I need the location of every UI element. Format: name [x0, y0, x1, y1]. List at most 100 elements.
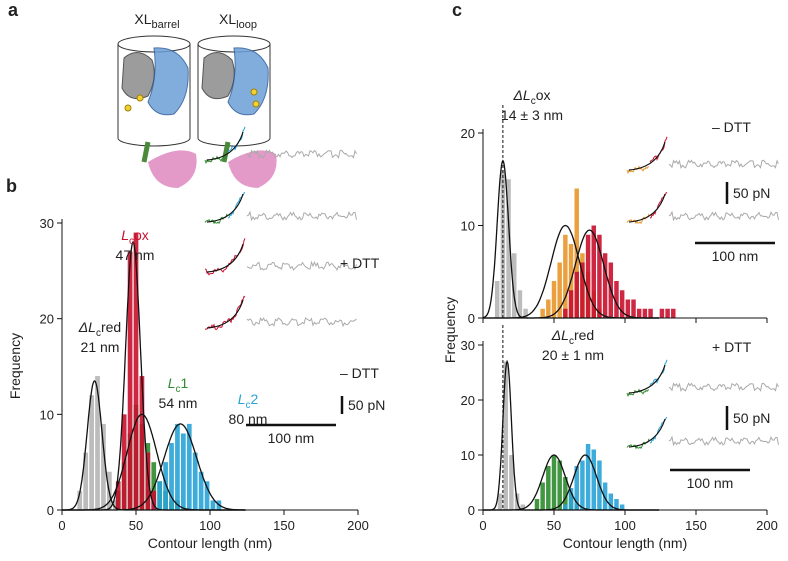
- force-trace-fit: [206, 131, 244, 161]
- histogram-bar: [175, 423, 180, 510]
- force-trace-flat: [246, 210, 357, 222]
- histogram-bar: [181, 433, 186, 510]
- force-trace-fit: [206, 299, 244, 329]
- x-tick-label: 0: [58, 518, 65, 533]
- panel-label: c: [452, 0, 462, 20]
- histogram-bar: [614, 499, 619, 510]
- y-axis-label: Frequency: [7, 333, 23, 399]
- histogram-bar: [509, 455, 514, 510]
- y-tick-label: 20: [461, 126, 475, 141]
- histogram-bar: [614, 281, 619, 318]
- histogram-bar: [503, 361, 508, 510]
- y-tick-label: 10: [40, 407, 54, 422]
- x-tick-label: 200: [347, 518, 369, 533]
- histogram-bar: [574, 466, 579, 510]
- histogram-bar: [127, 251, 133, 510]
- y-tick-label: 0: [468, 503, 475, 518]
- histogram-bar: [568, 290, 574, 318]
- histogram-bar: [512, 253, 517, 318]
- scale-label: 100 nm: [268, 430, 315, 446]
- histogram-bar: [198, 471, 204, 510]
- y-tick-label: 10: [461, 448, 475, 463]
- histogram-bar: [139, 376, 145, 510]
- force-trace-fit: [628, 418, 666, 448]
- histogram-bar: [602, 482, 608, 510]
- annotation-value: 80 nm: [229, 411, 268, 427]
- histogram-bar: [500, 170, 506, 318]
- histogram-bar: [563, 234, 568, 318]
- histogram-bar: [551, 281, 557, 318]
- histogram-bar: [557, 460, 562, 510]
- histogram-bar: [563, 477, 568, 510]
- annotation-value: 47 nm: [116, 247, 155, 263]
- histogram-bar: [591, 449, 596, 510]
- histogram-bar: [551, 455, 557, 510]
- diagram-label: XLloop: [219, 11, 257, 31]
- annotation: ΔLcred: [78, 319, 121, 339]
- histogram-bar: [608, 493, 614, 510]
- histogram-bar: [192, 452, 198, 510]
- scale-label: 100 nm: [687, 475, 734, 491]
- force-trace: [227, 126, 246, 153]
- histogram-bar: [169, 443, 174, 510]
- histogram-bar: [665, 308, 670, 318]
- histogram-bar: [523, 308, 528, 318]
- annotation: ΔLcox: [513, 87, 551, 107]
- y-tick-label: 20: [461, 393, 475, 408]
- histogram-bar: [563, 308, 568, 318]
- annotation: Lcox: [121, 227, 149, 247]
- annotation-rest: 1: [181, 375, 189, 391]
- y-axis-label: Frequency: [442, 297, 458, 363]
- histogram-bar: [157, 481, 163, 510]
- histogram-bar: [494, 281, 500, 318]
- histogram-bar: [602, 253, 608, 318]
- histogram-bar: [636, 308, 642, 318]
- histogram-bar: [540, 308, 545, 318]
- scale-label: 50 pN: [348, 397, 385, 413]
- annotation-main: L: [238, 391, 246, 407]
- x-tick-label: 150: [685, 518, 707, 533]
- histogram-bar: [580, 262, 585, 318]
- force-trace-fit: [206, 193, 244, 223]
- annotation-main: ΔL: [551, 327, 569, 343]
- annotation-main: L: [121, 227, 129, 243]
- x-tick-label: 150: [273, 518, 295, 533]
- x-axis-label: Contour length (nm): [563, 535, 688, 551]
- annotation-sub: c: [531, 96, 536, 107]
- annotation-value: 14 ± 3 nm: [501, 107, 563, 123]
- annotation-sub: c: [569, 336, 574, 347]
- x-tick-label: 50: [547, 518, 561, 533]
- force-trace: [649, 359, 668, 386]
- histogram-bar: [619, 504, 625, 510]
- x-tick-label: 100: [199, 518, 221, 533]
- histogram-bar: [585, 234, 591, 318]
- annotation-rest: ox: [536, 87, 551, 103]
- scale-label: 50 pN: [733, 410, 770, 426]
- x-tick-label: 100: [614, 518, 636, 533]
- y-tick-label: 10: [461, 219, 475, 234]
- histogram-bar: [151, 490, 157, 510]
- force-trace-flat: [246, 260, 357, 271]
- label-main: XL: [134, 11, 151, 27]
- histogram-bar: [517, 290, 523, 318]
- histogram-bar: [574, 271, 579, 318]
- histogram-bar: [659, 308, 665, 318]
- annotation-sub: c: [96, 328, 101, 339]
- y-tick-label: 30: [461, 338, 475, 353]
- histogram-bar: [597, 234, 602, 318]
- histogram-bar: [671, 308, 676, 318]
- histogram-bar: [497, 493, 503, 510]
- inset-label: – DTT: [712, 119, 751, 135]
- x-tick-label: 0: [479, 518, 486, 533]
- annotation-rest: red: [574, 327, 594, 343]
- force-trace: [204, 238, 246, 276]
- histogram-bar: [204, 481, 210, 510]
- annotation: ΔLcred: [551, 327, 594, 347]
- force-trace-flat: [246, 149, 357, 159]
- histogram-bar: [89, 395, 94, 510]
- histogram-bar: [642, 308, 648, 318]
- histogram-bar: [112, 500, 118, 510]
- y-tick-label: 20: [40, 312, 54, 327]
- y-tick-label: 0: [47, 503, 54, 518]
- histogram-bar: [619, 290, 625, 318]
